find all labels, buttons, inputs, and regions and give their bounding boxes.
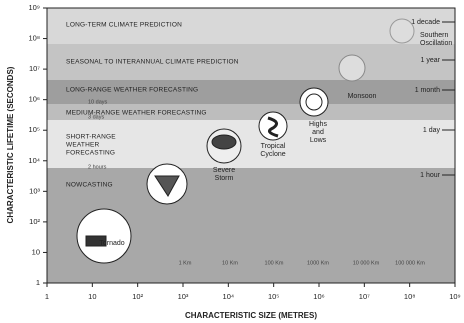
phenomenon-label: Southern (420, 32, 449, 39)
time-mark: 1 month (415, 87, 440, 94)
x-tick-label: 10⁶ (313, 292, 324, 301)
time-mark: 1 hour (420, 172, 441, 179)
band-label: SEASONAL TO INTERANNUAL CLIMATE PREDICTI… (66, 59, 239, 66)
y-tick-label: 10 (32, 247, 40, 256)
x-tick-label: 1 (45, 292, 49, 301)
y-tick-label: 10⁸ (28, 34, 40, 43)
x-tick-label: 10⁷ (359, 292, 370, 301)
x-tick-label: 10 (88, 292, 96, 301)
icon-highs (300, 88, 328, 116)
phenomenon-label: Tropical (261, 143, 286, 150)
band-label: WEATHER (66, 142, 100, 149)
size-mark: 1000 Km (307, 260, 329, 266)
phenomenon-label: Lows (310, 137, 327, 144)
size-mark: 100 Km (265, 260, 284, 266)
band-bg (47, 120, 455, 168)
band-label: LONG-TERM CLIMATE PREDICTION (66, 22, 182, 29)
size-mark: 1 Km (179, 260, 192, 266)
time-mark: 1 decade (411, 19, 440, 26)
time-mark: 1 day (423, 127, 441, 134)
phenomenon-label: and (312, 129, 324, 136)
y-tick-label: 10⁷ (29, 64, 40, 73)
phenomenon-label: Severe (213, 167, 235, 174)
y-tick-label: 10⁹ (28, 3, 40, 12)
size-mark: 10 000 Km (353, 260, 380, 266)
y-tick-label: 10³ (29, 186, 40, 195)
x-tick-label: 10⁴ (223, 292, 235, 301)
phenomenon-label: Oscillation (420, 40, 452, 47)
minor-mark: 3 days (88, 114, 104, 120)
size-mark: 100 000 Km (395, 260, 425, 266)
figure: CHARACTERISTIC SIZE (METRES) CHARACTERIS… (0, 0, 464, 323)
icon-monsoon (339, 55, 365, 81)
band-label: NOWCASTING (66, 182, 113, 189)
band-label: SHORT-RANGE (66, 134, 116, 141)
minor-mark: 10 days (88, 99, 108, 105)
icon-cloud (212, 135, 236, 149)
time-mark: 1 year (421, 57, 441, 64)
y-tick-label: 10⁴ (28, 156, 40, 165)
x-tick-label: 10⁵ (268, 292, 279, 301)
y-tick-label: 10² (29, 217, 40, 226)
x-tick-label: 10² (132, 292, 143, 301)
x-tick-label: 10⁸ (404, 292, 416, 301)
band-label: FORECASTING (66, 150, 115, 157)
y-tick-label: 1 (36, 278, 40, 287)
y-tick-label: 10⁵ (29, 125, 40, 134)
phenomenon-label: Highs (309, 121, 327, 128)
x-axis-title: CHARACTERISTIC SIZE (METRES) (185, 311, 317, 320)
y-axis-title: CHARACTERISTIC LIFETIME (SECONDS) (6, 66, 15, 223)
size-mark: 10 Km (222, 260, 238, 266)
phenomenon-label: Monsoon (348, 93, 377, 100)
y-tick-label: 10⁶ (29, 95, 40, 104)
phenomenon-label: Storm (215, 175, 234, 182)
phenomenon-label: Cyclone (260, 151, 285, 158)
band-label: LONG-RANGE WEATHER FORECASTING (66, 87, 198, 94)
x-tick-label: 10⁹ (449, 292, 461, 301)
phenomenon-label: Tornado (99, 240, 124, 247)
x-tick-label: 10³ (178, 292, 189, 301)
minor-mark: 2 hours (88, 164, 107, 170)
